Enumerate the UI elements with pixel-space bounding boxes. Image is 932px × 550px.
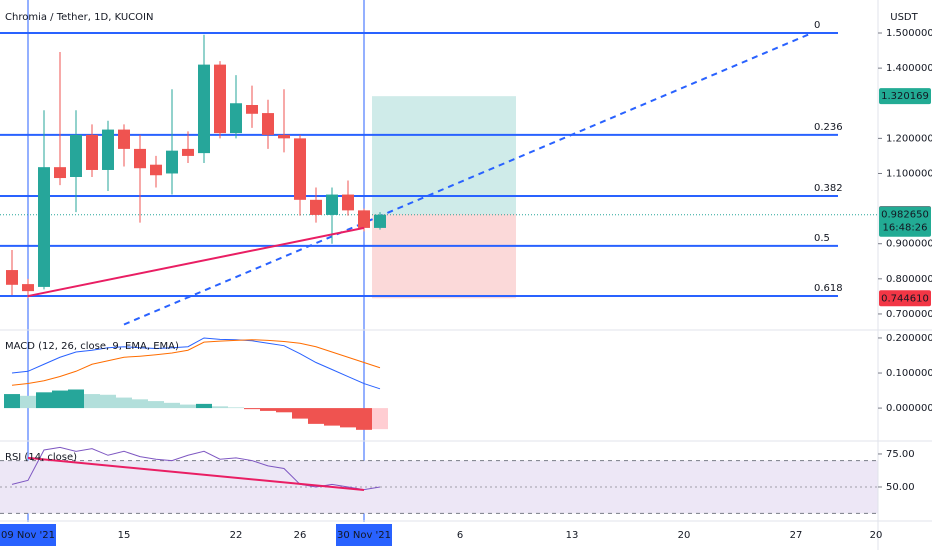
histogram-bar: [52, 390, 68, 409]
candle-body: [182, 148, 194, 156]
candle-body: [294, 138, 306, 200]
candle-body: [230, 103, 242, 134]
candle-body: [374, 214, 386, 228]
price-badge: [879, 88, 931, 105]
candle-body: [214, 64, 226, 134]
candle-body: [310, 199, 322, 215]
candle-body: [262, 113, 274, 135]
histogram-bar: [148, 401, 164, 409]
countdown: 16:48:26: [883, 223, 928, 234]
histogram-bar: [20, 395, 36, 409]
y-tick-label: 75.00: [886, 449, 915, 460]
histogram-bar: [356, 408, 372, 430]
x-tick-highlight: [0, 524, 56, 546]
x-tick-label: 20: [678, 530, 691, 541]
fib-trend-line: [123, 32, 813, 326]
histogram-bar: [68, 389, 84, 409]
y-tick-label: 1.200000: [886, 133, 932, 144]
histogram-bar: [4, 394, 20, 409]
price-badge: [879, 290, 931, 307]
pane-title: MACD (12, 26, close, 9, EMA, EMA): [5, 341, 179, 352]
macd-line: [11, 337, 381, 390]
y-tick-label: 0.200000: [886, 333, 932, 344]
y-tick-label: 1.400000: [886, 63, 932, 74]
pane-title: Chromia / Tether, 1D, KUCOIN: [5, 12, 153, 23]
histogram-bar: [132, 399, 148, 409]
x-tick-label: 20: [870, 530, 883, 541]
candle-body: [86, 134, 98, 170]
axis-unit: USDT: [890, 12, 918, 23]
y-tick-label: 0.000000: [886, 403, 932, 414]
candle-body: [102, 129, 114, 170]
x-tick-label: 13: [566, 530, 579, 541]
histogram-bar: [324, 408, 340, 426]
y-tick-label: 1.100000: [886, 168, 932, 179]
trend-line: [27, 456, 365, 492]
pane-title: RSI (14, close): [5, 452, 77, 463]
histogram-bar: [196, 403, 212, 409]
histogram-bar: [308, 408, 324, 424]
histogram-bar: [116, 397, 132, 409]
candle-body: [22, 284, 34, 292]
fib-label: 0.382: [814, 183, 843, 194]
candle-body: [6, 270, 18, 285]
candle-body: [166, 150, 178, 174]
histogram-bar: [292, 408, 308, 419]
candle-body: [38, 167, 50, 287]
histogram-bar: [100, 394, 116, 409]
x-tick-label: 26: [294, 530, 307, 541]
candle-body: [278, 134, 290, 139]
x-tick-label: 30 Nov '21: [337, 530, 391, 541]
candle-body: [342, 194, 354, 211]
histogram-bar: [84, 394, 100, 409]
histogram-bar: [244, 408, 260, 410]
candle-body: [70, 134, 82, 177]
x-tick-label: 22: [230, 530, 243, 541]
y-tick-label: 0.800000: [886, 274, 932, 285]
x-tick-label: 09 Nov '21: [1, 530, 55, 541]
candle-body: [326, 194, 338, 215]
price-badge-label: 0.982650: [881, 210, 929, 221]
candle-body: [198, 64, 210, 154]
candle-body: [358, 210, 370, 228]
x-tick-highlight: [336, 524, 392, 546]
fib-label: 0.5: [814, 233, 830, 244]
price-badge-label: 1.320169: [881, 91, 929, 102]
histogram-bar: [276, 408, 292, 413]
histogram-bar: [372, 408, 388, 430]
candle-body: [134, 148, 146, 169]
histogram-bar: [340, 408, 356, 428]
y-tick-label: 0.700000: [886, 309, 932, 320]
histogram-bar: [164, 402, 180, 409]
stop-zone: [372, 214, 516, 299]
price-badge: [879, 206, 931, 237]
trend-line: [27, 226, 365, 298]
candle-body: [150, 164, 162, 176]
histogram-bar: [228, 407, 244, 409]
histogram-bar: [180, 404, 196, 409]
candle-body: [54, 167, 66, 179]
fib-label: 0: [814, 20, 820, 31]
fib-label: 0.236: [814, 122, 843, 133]
histogram-bar: [212, 406, 228, 409]
target-zone: [372, 96, 516, 215]
plot-area: 0 0.236 0.382 0.5 0.618: [0, 0, 878, 522]
candle-body: [118, 129, 130, 149]
y-tick-label: 50.00: [886, 482, 915, 493]
histogram-bar: [36, 392, 52, 409]
x-tick-label: 15: [118, 530, 131, 541]
y-tick-label: 1.500000: [886, 28, 932, 39]
y-tick-label: 0.900000: [886, 239, 932, 250]
histogram-bar: [260, 408, 276, 411]
candle-body: [246, 105, 258, 114]
price-badge-label: 0.744610: [881, 293, 929, 304]
fib-label: 0.618: [814, 283, 843, 294]
signal-line: [11, 339, 381, 386]
x-tick-label: 6: [457, 530, 463, 541]
y-tick-label: 0.100000: [886, 368, 932, 379]
x-tick-label: 27: [790, 530, 803, 541]
